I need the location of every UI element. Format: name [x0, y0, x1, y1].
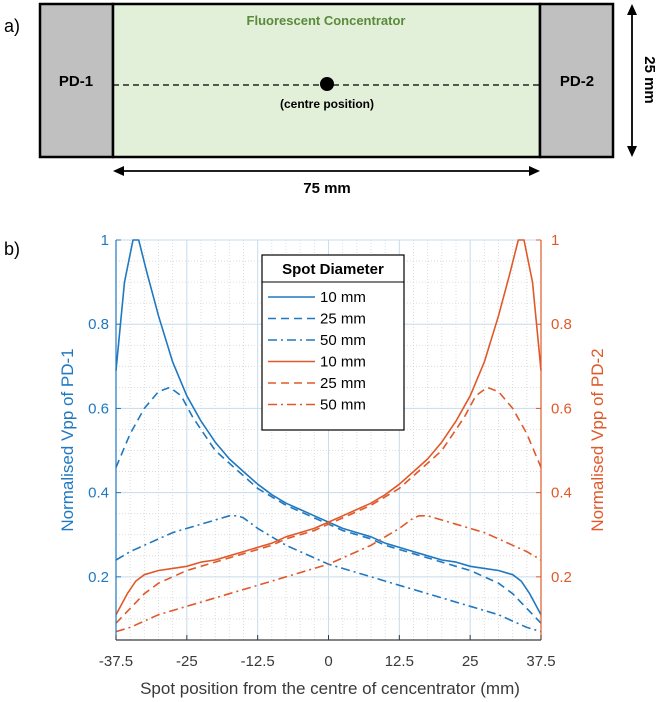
legend-label: 50 mm	[320, 332, 366, 349]
x-tick-label: 37.5	[526, 653, 555, 670]
legend-label: 25 mm	[320, 375, 366, 392]
y-tick-label-left: 0.8	[88, 316, 109, 333]
x-tick-label: -12.5	[241, 653, 275, 670]
x-tick-label: 25	[462, 653, 479, 670]
panel-b-label: b)	[4, 239, 20, 259]
pd1-block	[38, 2, 115, 159]
y-tick-label-right: 0.2	[551, 569, 572, 586]
x-tick-label: -25	[176, 653, 198, 670]
series-line-left-solid	[115, 239, 542, 616]
height-arrow-top-head	[627, 4, 637, 15]
y-axis-left-label: Normalised Vpp of PD-1	[58, 348, 77, 531]
legend: Spot Diameter 10 mm 25 mm 50 mm 10 mm 25 mm 5…	[261, 254, 405, 431]
height-label: 25 mm	[641, 56, 658, 104]
centre-position-label: (centre position)	[280, 97, 374, 111]
legend-box	[261, 254, 405, 431]
y-axis-right-label: Normalised Vpp of PD-2	[588, 348, 607, 531]
y-tick-label-right: 0.4	[551, 485, 572, 502]
plot-lines	[115, 239, 542, 633]
x-tick-label: 12.5	[385, 653, 414, 670]
x-tick-label: -37.5	[99, 653, 133, 670]
width-arrow-right-head	[529, 166, 540, 176]
y-tick-label-right: 0.6	[551, 400, 572, 417]
legend-title: Spot Diameter	[282, 261, 384, 278]
series-line-right-dashdot	[115, 514, 542, 633]
series-line-right-solid	[115, 239, 542, 616]
width-arrow-left-head	[113, 166, 124, 176]
width-label: 75 mm	[303, 180, 351, 197]
series-line-right-dashed	[115, 386, 542, 624]
concentrator-label: Fluorescent Concentrator	[247, 13, 406, 28]
x-tick-label: 0	[324, 653, 332, 670]
legend-label: 10 mm	[320, 289, 366, 306]
series-line-left-dashed	[115, 386, 542, 624]
legend-label: 50 mm	[320, 397, 366, 414]
tick-labels: 0.2 0.2 0.4 0.4 0.6 0.6 0.8 0.8 1 1 -37.5 -25 -12.5 0…	[88, 232, 572, 670]
height-arrow-bottom-head	[627, 146, 637, 157]
pd1-label: PD-1	[59, 73, 93, 90]
x-axis-label: Spot position from the centre of cencent…	[140, 679, 520, 698]
y-tick-label-right: 1	[551, 232, 559, 249]
axes	[115, 239, 542, 641]
series-line-left-dashdot	[115, 514, 542, 633]
legend-label: 25 mm	[320, 311, 366, 328]
pd2-block	[538, 2, 615, 159]
centre-dot	[320, 77, 334, 91]
legend-items: 10 mm 25 mm 50 mm 10 mm 25 mm 50 mm	[268, 289, 366, 414]
y-tick-label-right: 0.8	[551, 316, 572, 333]
legend-label: 10 mm	[320, 354, 366, 371]
y-tick-label-left: 0.2	[88, 569, 109, 586]
y-tick-label-left: 0.4	[88, 485, 109, 502]
y-tick-label-left: 0.6	[88, 400, 109, 417]
y-tick-label-left: 1	[101, 232, 109, 249]
pd2-label: PD-2	[560, 73, 594, 90]
panel-a-label: a)	[4, 16, 20, 36]
